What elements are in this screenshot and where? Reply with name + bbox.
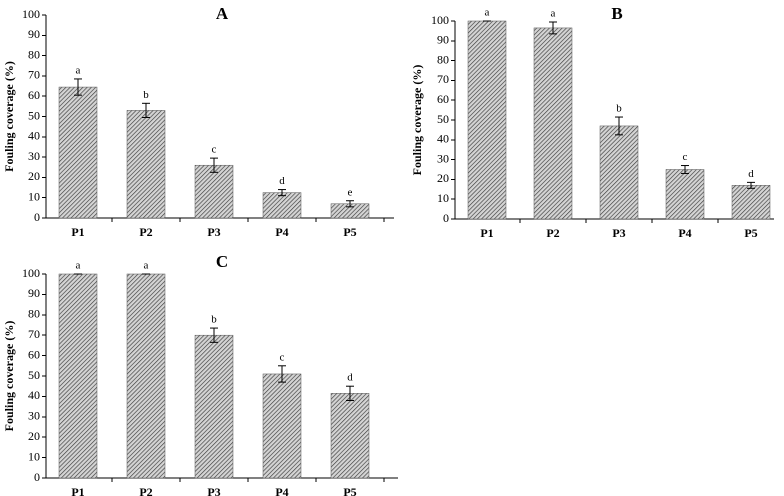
y-tick-label: 90 [28, 286, 40, 300]
x-tick-label: P4 [275, 225, 288, 239]
significance-letter: d [347, 372, 353, 384]
y-tick-label: 40 [28, 388, 40, 402]
x-tick-label: P2 [139, 485, 152, 496]
y-tick-label: 20 [28, 169, 40, 183]
bar-p4 [665, 169, 705, 220]
y-tick-label: 70 [437, 72, 449, 86]
bar-p2 [533, 27, 573, 220]
y-tick-label: 100 [22, 266, 40, 280]
y-tick-label: 10 [28, 189, 40, 203]
y-tick-label: 30 [437, 151, 449, 165]
y-tick-label: 30 [28, 409, 40, 423]
y-tick-label: 0 [443, 211, 449, 225]
bar-p1 [467, 20, 507, 220]
bar-p4 [262, 192, 302, 219]
y-tick-label: 90 [437, 33, 449, 47]
x-tick-label: P3 [207, 485, 220, 496]
y-tick-label: 60 [28, 88, 40, 102]
x-tick-label: P3 [612, 226, 625, 240]
x-tick-label: P3 [207, 225, 220, 239]
y-tick-label: 20 [28, 429, 40, 443]
significance-letter: a [485, 7, 490, 19]
bar-p2 [126, 273, 166, 479]
significance-letter: c [212, 144, 217, 156]
y-tick-label: 100 [431, 13, 449, 27]
y-tick-label: 70 [28, 68, 40, 82]
bar-p3 [194, 334, 234, 479]
y-tick-label: 40 [28, 129, 40, 143]
y-tick-label: 50 [437, 112, 449, 126]
panel-b: B Fouling coverage (%) 0 10 20 30 40 50 60 70 80 90… [410, 4, 774, 240]
y-tick-label: 10 [28, 449, 40, 463]
y-tick-label: 60 [437, 92, 449, 106]
x-tick-label: P5 [343, 485, 356, 496]
significance-letter: b [143, 89, 149, 101]
y-tick-label: 80 [28, 47, 40, 61]
x-tick-label: P2 [546, 226, 559, 240]
x-tick-label: P5 [744, 226, 757, 240]
bar-p2 [126, 110, 166, 219]
y-tick-label: 60 [28, 347, 40, 361]
significance-letter: c [280, 351, 285, 363]
y-tick-label: 20 [437, 171, 449, 185]
significance-letter: a [76, 64, 81, 76]
bar-p3 [599, 125, 639, 220]
y-tick-label: 40 [437, 132, 449, 146]
y-tick-label: 0 [34, 470, 40, 484]
y-tick-label: 0 [34, 210, 40, 224]
x-tick-label: P4 [275, 485, 288, 496]
x-tick-label: P1 [480, 226, 493, 240]
y-axis-label: Fouling coverage (%) [2, 61, 16, 172]
y-axis-label: Fouling coverage (%) [410, 65, 424, 176]
panel-title: C [216, 252, 228, 271]
y-tick-label: 70 [28, 327, 40, 341]
y-tick-label: 50 [28, 368, 40, 382]
significance-letter: d [748, 168, 754, 180]
x-tick-label: P4 [678, 226, 691, 240]
y-tick-label: 80 [437, 52, 449, 66]
y-tick-label: 80 [28, 307, 40, 321]
significance-letter: b [616, 103, 622, 115]
panel-title: B [611, 4, 622, 23]
panel-a: A Fouling coverage (%) 0 10 20 30 40 50 60 70 80 90… [2, 4, 394, 239]
y-axis-label: Fouling coverage (%) [2, 321, 16, 432]
significance-letter: e [348, 186, 353, 198]
significance-letter: a [144, 260, 149, 272]
y-tick-label: 90 [28, 27, 40, 41]
bar-p5 [330, 393, 370, 479]
significance-letter: a [76, 260, 81, 272]
x-tick-label: P1 [71, 225, 84, 239]
bar-p5 [731, 185, 771, 220]
y-tick-label: 30 [28, 149, 40, 163]
x-tick-label: P2 [139, 225, 152, 239]
significance-letter: b [211, 314, 217, 326]
x-tick-label: P1 [71, 485, 84, 496]
panel-title: A [216, 4, 229, 23]
y-tick-label: 100 [22, 7, 40, 21]
y-tick-label: 10 [437, 191, 449, 205]
x-tick-label: P5 [343, 225, 356, 239]
bar-p3 [194, 164, 234, 219]
bar-p1 [58, 273, 98, 479]
panel-c: C Fouling coverage (%) 0 10 20 30 40 50 60 70 80 90… [2, 252, 398, 496]
significance-letter: a [551, 8, 556, 20]
bar-p4 [262, 373, 302, 479]
y-tick-label: 50 [28, 108, 40, 122]
bar-p1 [58, 86, 98, 219]
significance-letter: c [683, 151, 688, 163]
significance-letter: d [279, 175, 285, 187]
